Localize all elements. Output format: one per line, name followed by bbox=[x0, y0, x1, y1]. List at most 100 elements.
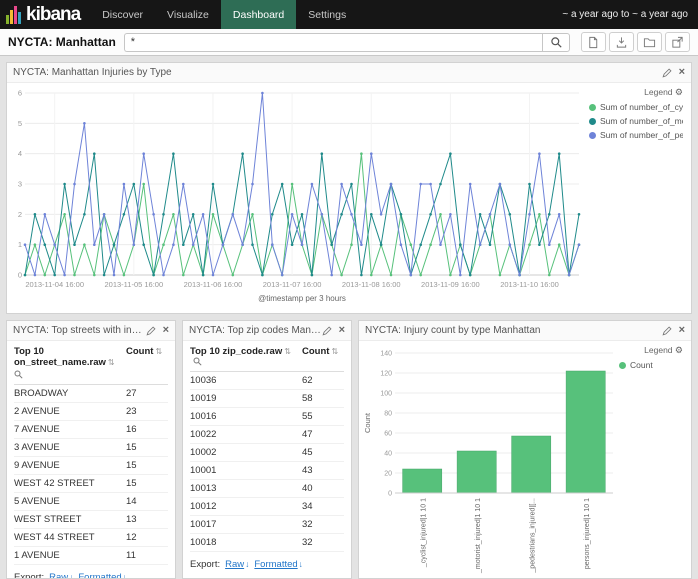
query-input[interactable] bbox=[123, 32, 542, 52]
table-cell-count: 62 bbox=[302, 375, 313, 386]
time-picker[interactable]: ~ a year ago to ~ a year ago bbox=[562, 9, 688, 20]
table-row[interactable]: 1 AVENUE 11 bbox=[14, 547, 168, 565]
legend-title: Legend bbox=[644, 87, 673, 97]
table-cell-count: 13 bbox=[126, 514, 137, 525]
search-button[interactable] bbox=[542, 32, 570, 52]
legend-entry[interactable]: Sum of number_of_cy... bbox=[589, 102, 683, 112]
table-row[interactable]: 3 AVENUE 15 bbox=[14, 439, 168, 457]
table-cell-key: WEST 42 STREET bbox=[14, 478, 95, 489]
svg-text:0: 0 bbox=[18, 271, 22, 280]
table-row[interactable]: 10012 34 bbox=[190, 498, 344, 516]
table-cell-count: 14 bbox=[126, 496, 137, 507]
table-row[interactable]: WEST 42 STREET 15 bbox=[14, 475, 168, 493]
edit-panel-icon[interactable] bbox=[146, 325, 156, 336]
table-cell-key: 10018 bbox=[190, 537, 217, 548]
table-row[interactable]: 5 AVENUE 14 bbox=[14, 493, 168, 511]
svg-text:2013-11-10 16:00: 2013-11-10 16:00 bbox=[500, 280, 559, 289]
close-panel-icon[interactable]: × bbox=[338, 324, 345, 336]
table-row[interactable]: 10001 43 bbox=[190, 462, 344, 480]
table-cell-key: BROADWAY bbox=[14, 388, 69, 399]
line-chart[interactable]: 0 1 2 3 4 5 6 2013-11-04 16:00 2013-11-05 16:00 2… bbox=[7, 83, 589, 313]
sort-icon: ⇅ bbox=[107, 358, 115, 367]
kibana-logo[interactable]: kibana bbox=[0, 0, 90, 29]
nav-item-visualize[interactable]: Visualize bbox=[167, 8, 209, 21]
edit-panel-icon[interactable] bbox=[662, 325, 672, 336]
svg-text:6: 6 bbox=[18, 89, 22, 98]
new-document-icon bbox=[589, 36, 598, 48]
search-icon bbox=[193, 357, 202, 366]
table-row[interactable]: 7 AVENUE 16 bbox=[14, 421, 168, 439]
table-cell-key: 10022 bbox=[190, 429, 217, 440]
share-dashboard-button[interactable] bbox=[665, 32, 690, 52]
bar[interactable] bbox=[565, 370, 606, 494]
table-row[interactable]: BROADWAY 27 bbox=[14, 385, 168, 403]
close-panel-icon[interactable]: × bbox=[678, 324, 685, 336]
table-cell-key: 10013 bbox=[190, 483, 217, 494]
bar-chart[interactable]: 0 20 40 60 80 100 120 140 Count _cyclist_injured|… bbox=[359, 341, 619, 578]
column-header-count[interactable]: Count ⇅ bbox=[302, 346, 344, 369]
table-row[interactable]: 10017 32 bbox=[190, 516, 344, 534]
top-navbar: kibana Discover Visualize Dashboard Setting… bbox=[0, 0, 698, 29]
edit-panel-icon[interactable] bbox=[662, 67, 672, 78]
table-cell-count: 45 bbox=[302, 447, 313, 458]
table-row[interactable]: 2 AVENUE 23 bbox=[14, 403, 168, 421]
table-cell-count: 43 bbox=[302, 465, 313, 476]
sort-icon: ⇅ bbox=[284, 347, 291, 356]
legend-gear-icon[interactable]: ⚙ bbox=[674, 345, 683, 355]
svg-text:100: 100 bbox=[380, 391, 392, 398]
svg-text:2013-11-08 16:00: 2013-11-08 16:00 bbox=[342, 280, 401, 289]
export-raw-link[interactable]: Raw↓ bbox=[49, 572, 73, 578]
bar[interactable] bbox=[456, 450, 497, 494]
nav-item-dashboard[interactable]: Dashboard bbox=[220, 0, 297, 29]
folder-open-icon bbox=[643, 37, 656, 47]
close-panel-icon[interactable]: × bbox=[678, 66, 685, 78]
table-row[interactable]: 10018 32 bbox=[190, 534, 344, 552]
table-cell-count: 15 bbox=[126, 460, 137, 471]
nav-item-discover[interactable]: Discover bbox=[102, 8, 144, 21]
svg-text:2013-11-05 16:00: 2013-11-05 16:00 bbox=[104, 280, 163, 289]
legend-entry[interactable]: Sum of number_of_pe... bbox=[589, 130, 683, 140]
table-row[interactable]: 10019 58 bbox=[190, 390, 344, 408]
bar[interactable] bbox=[511, 435, 552, 494]
table-row[interactable]: 10002 45 bbox=[190, 444, 344, 462]
query-bar: NYCTA: Manhattan bbox=[0, 29, 698, 56]
svg-text:60: 60 bbox=[384, 431, 392, 438]
edit-panel-icon[interactable] bbox=[322, 325, 332, 336]
load-dashboard-button[interactable] bbox=[637, 32, 662, 52]
download-icon: ↓ bbox=[122, 572, 127, 578]
table-row[interactable]: 9 AVENUE 15 bbox=[14, 457, 168, 475]
export-formatted-link[interactable]: Formatted↓ bbox=[254, 559, 303, 570]
table-cell-key: 10017 bbox=[190, 519, 217, 530]
export-label: Export: bbox=[14, 572, 45, 578]
search-icon bbox=[14, 370, 23, 379]
legend-entry[interactable]: Count bbox=[619, 360, 683, 370]
svg-text:2013-11-07 16:00: 2013-11-07 16:00 bbox=[263, 280, 322, 289]
legend-gear-icon[interactable]: ⚙ bbox=[674, 87, 683, 97]
legend-entry[interactable]: Sum of number_of_mo... bbox=[589, 116, 683, 126]
table-cell-key: 10016 bbox=[190, 411, 217, 422]
table-row[interactable]: 10036 62 bbox=[190, 372, 344, 390]
table-row[interactable]: WEST STREET 13 bbox=[14, 511, 168, 529]
table-row[interactable]: 10022 47 bbox=[190, 426, 344, 444]
export-formatted-link[interactable]: Formatted↓ bbox=[78, 572, 127, 578]
column-header-count[interactable]: Count ⇅ bbox=[126, 346, 168, 382]
column-header-street[interactable]: Top 10 on_street_name.raw ⇅ bbox=[14, 346, 126, 382]
save-dashboard-button[interactable] bbox=[609, 32, 634, 52]
bar[interactable] bbox=[402, 468, 443, 494]
table-row[interactable]: WEST 44 STREET 12 bbox=[14, 529, 168, 547]
legend-swatch bbox=[619, 361, 626, 369]
download-icon: ↓ bbox=[69, 572, 74, 578]
svg-text:persons_injured|1 10 1: persons_injured|1 10 1 bbox=[584, 498, 591, 569]
search-icon bbox=[550, 36, 562, 48]
close-panel-icon[interactable]: × bbox=[162, 324, 169, 336]
table-row[interactable]: 10013 40 bbox=[190, 480, 344, 498]
export-row: Export: Raw↓ Formatted↓ bbox=[190, 552, 344, 574]
table-row[interactable]: 10016 55 bbox=[190, 408, 344, 426]
column-label: Top 10 on_street_name.raw bbox=[14, 346, 106, 368]
new-dashboard-button[interactable] bbox=[581, 32, 606, 52]
column-label: Top 10 zip_code.raw bbox=[190, 346, 283, 357]
table-cell-count: 47 bbox=[302, 429, 313, 440]
column-header-zip[interactable]: Top 10 zip_code.raw ⇅ bbox=[190, 346, 302, 369]
export-raw-link[interactable]: Raw↓ bbox=[225, 559, 250, 570]
nav-item-settings[interactable]: Settings bbox=[308, 8, 347, 21]
